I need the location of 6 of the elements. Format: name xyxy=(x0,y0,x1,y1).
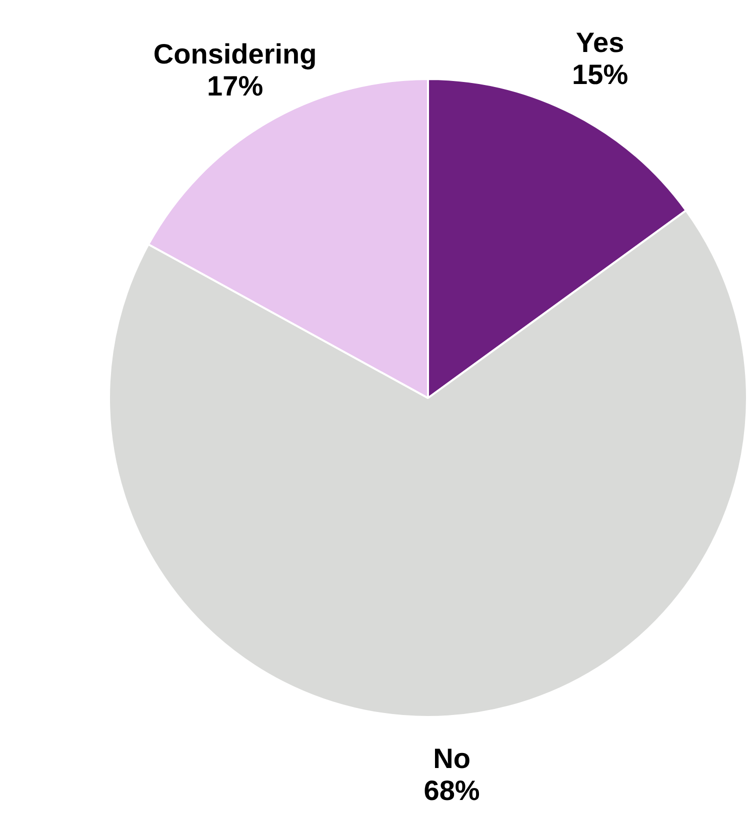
data-label: 68% xyxy=(424,774,480,806)
slice-label: Yes xyxy=(576,27,624,58)
data-label: 17% xyxy=(207,70,264,102)
slice-label: Considering xyxy=(153,38,317,70)
data-label: 15% xyxy=(572,59,628,90)
slice-label: No xyxy=(433,742,470,774)
